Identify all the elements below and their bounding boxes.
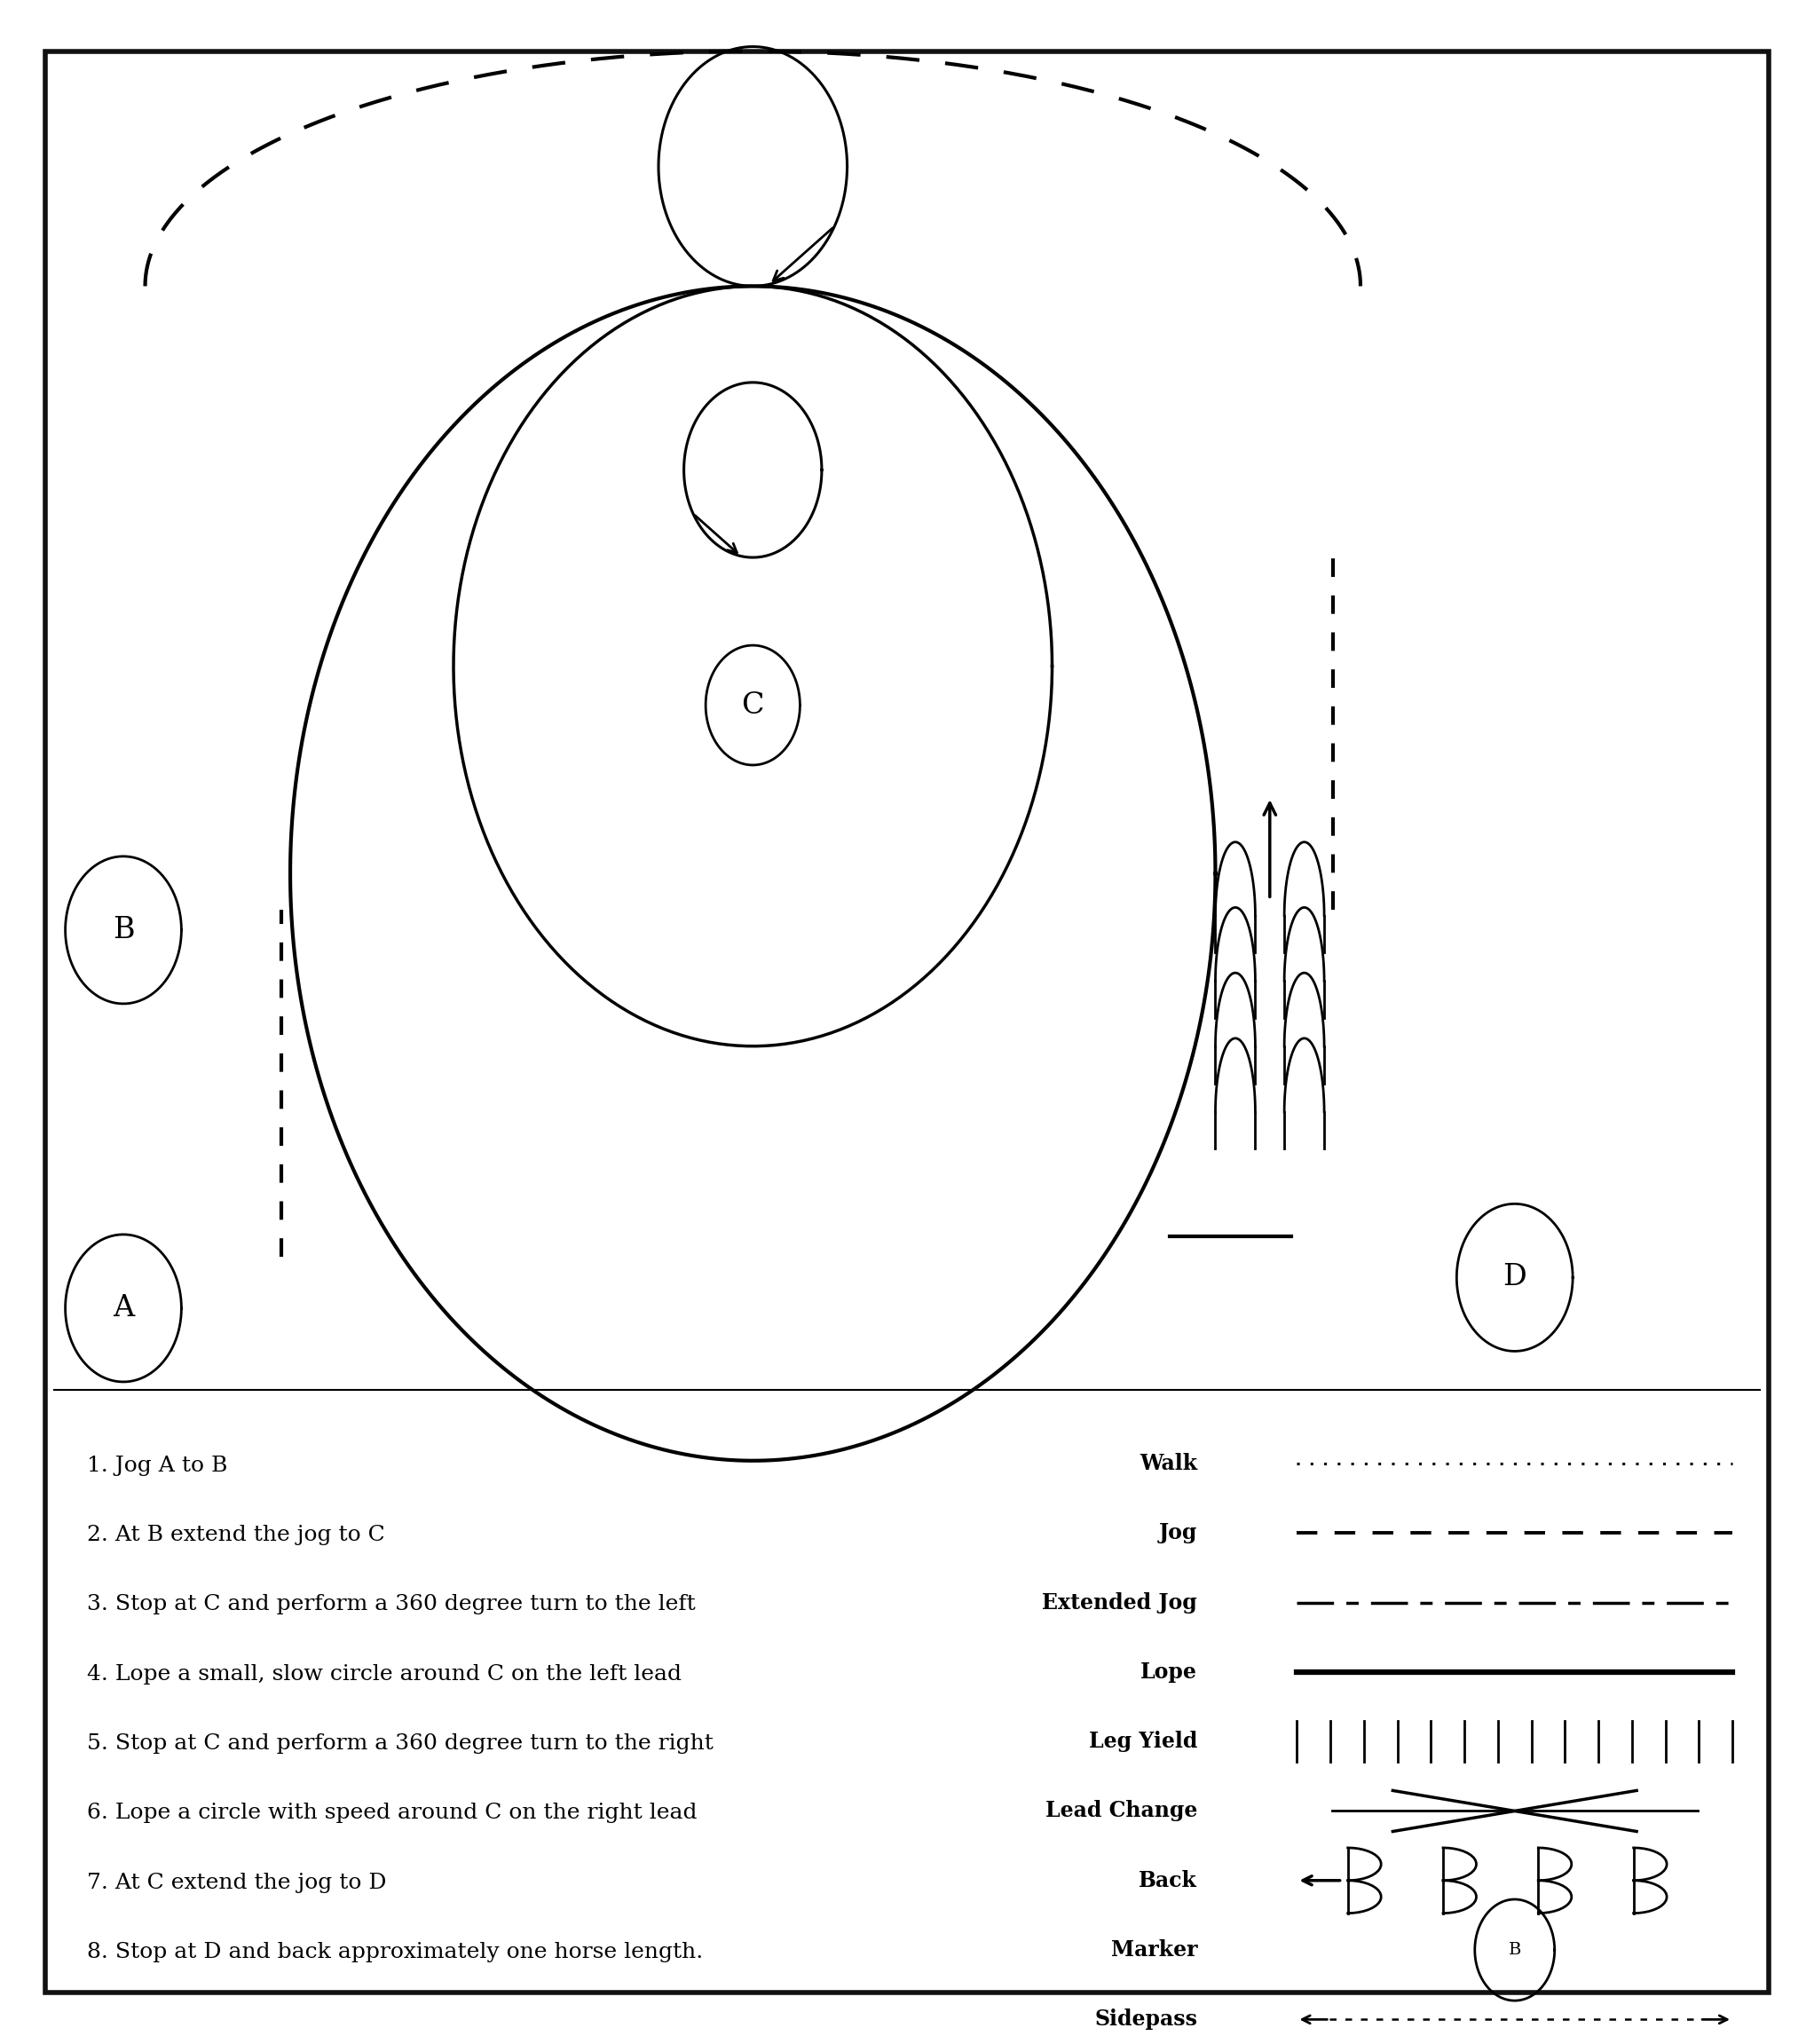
Text: Extended Jog: Extended Jog (1043, 1592, 1197, 1613)
Text: 3. Stop at C and perform a 360 degree turn to the left: 3. Stop at C and perform a 360 degree tu… (87, 1594, 695, 1615)
Text: 6. Lope a circle with speed around C on the right lead: 6. Lope a circle with speed around C on … (87, 1803, 697, 1823)
Text: B: B (1507, 1942, 1522, 1958)
Text: Leg Yield: Leg Yield (1088, 1731, 1197, 1752)
Text: 7. At C extend the jog to D: 7. At C extend the jog to D (87, 1872, 386, 1893)
Text: 4. Lope a small, slow circle around C on the left lead: 4. Lope a small, slow circle around C on… (87, 1664, 682, 1684)
Text: D: D (1502, 1263, 1527, 1292)
Text: Walk: Walk (1139, 1453, 1197, 1474)
Text: C: C (742, 691, 764, 719)
Text: Sidepass: Sidepass (1094, 2009, 1197, 2030)
Text: A: A (112, 1294, 134, 1322)
Text: Jog: Jog (1159, 1523, 1197, 1543)
Text: 8. Stop at D and back approximately one horse length.: 8. Stop at D and back approximately one … (87, 1942, 704, 1962)
Text: 2. At B extend the jog to C: 2. At B extend the jog to C (87, 1525, 385, 1545)
Text: Marker: Marker (1110, 1940, 1197, 1960)
Text: Lead Change: Lead Change (1045, 1801, 1197, 1821)
Text: 1. Jog A to B: 1. Jog A to B (87, 1455, 227, 1476)
Text: Lope: Lope (1141, 1662, 1197, 1682)
Text: B: B (112, 916, 134, 944)
Text: Back: Back (1139, 1870, 1197, 1891)
Text: 5. Stop at C and perform a 360 degree turn to the right: 5. Stop at C and perform a 360 degree tu… (87, 1733, 713, 1754)
